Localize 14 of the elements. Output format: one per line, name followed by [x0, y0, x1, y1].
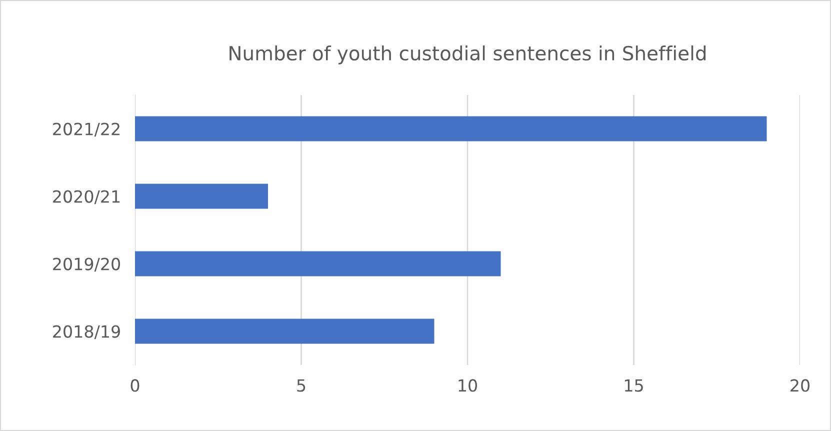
x-tick-label: 20	[790, 379, 810, 392]
bar	[135, 116, 767, 142]
bar	[135, 184, 268, 209]
bar	[135, 251, 501, 276]
y-tick-label: 2021/22	[53, 122, 120, 137]
chart-title: Number of youth custodial sentences in Sheffield	[230, 46, 706, 64]
x-tick-label: 15	[624, 379, 643, 392]
x-tick-label: 0	[130, 379, 140, 392]
x-tick-label: 10	[458, 379, 477, 392]
y-tick-label: 2019/20	[53, 258, 120, 272]
y-tick-label: 2020/21	[53, 190, 120, 204]
bar	[135, 318, 434, 344]
y-tick-label: 2018/19	[53, 325, 120, 340]
x-tick-label: 5	[297, 379, 306, 392]
